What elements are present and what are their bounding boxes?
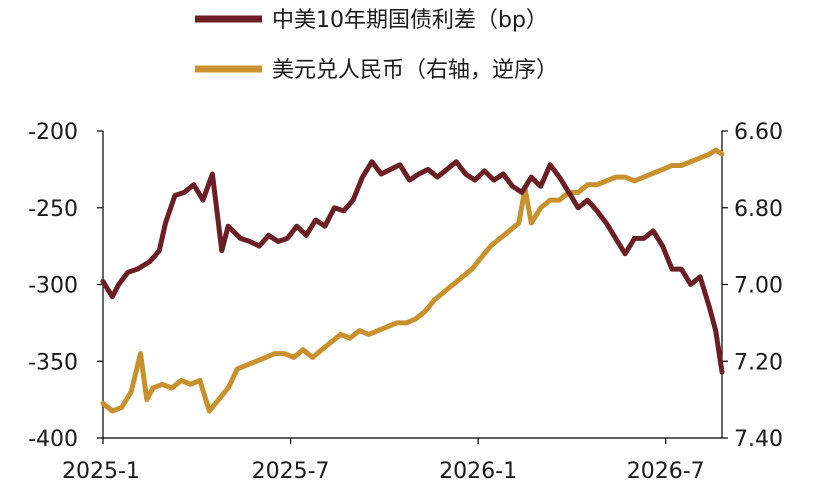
right-tick-label: 6.80 — [734, 197, 783, 222]
left-tick-label: -200 — [28, 120, 78, 145]
series-line-usdcny — [100, 147, 725, 414]
left-tick-label: -350 — [28, 350, 78, 375]
legend-label-spread: 中美10年期国债利差（bp） — [272, 8, 548, 33]
x-tick-label: 2025-1 — [62, 459, 140, 484]
legend: 中美10年期国债利差（bp） 美元兑人民币（右轴，逆序） — [195, 8, 558, 83]
left-tick-label: -400 — [28, 427, 78, 452]
left-tick-label: -300 — [28, 274, 78, 299]
x-tick-label: 2026-1 — [439, 459, 517, 484]
right-tick-label: 7.20 — [734, 350, 783, 375]
x-tick-label: 2026-7 — [627, 459, 705, 484]
right-tick-label: 7.00 — [734, 274, 783, 299]
x-tick-label: 2025-7 — [252, 459, 330, 484]
series-line-spread — [100, 159, 725, 375]
series-layer — [100, 147, 725, 414]
right-axis-ticks: 6.60 6.80 7.00 7.20 7.40 — [722, 120, 783, 452]
left-axis-ticks: -200 -250 -300 -350 -400 — [28, 120, 103, 452]
right-tick-label: 7.40 — [734, 427, 783, 452]
right-tick-label: 6.60 — [734, 120, 783, 145]
left-tick-label: -250 — [28, 197, 78, 222]
legend-label-usdcny: 美元兑人民币（右轴，逆序） — [272, 58, 558, 83]
x-axis-ticks: 2025-1 2025-7 2026-1 2026-7 — [62, 438, 705, 484]
